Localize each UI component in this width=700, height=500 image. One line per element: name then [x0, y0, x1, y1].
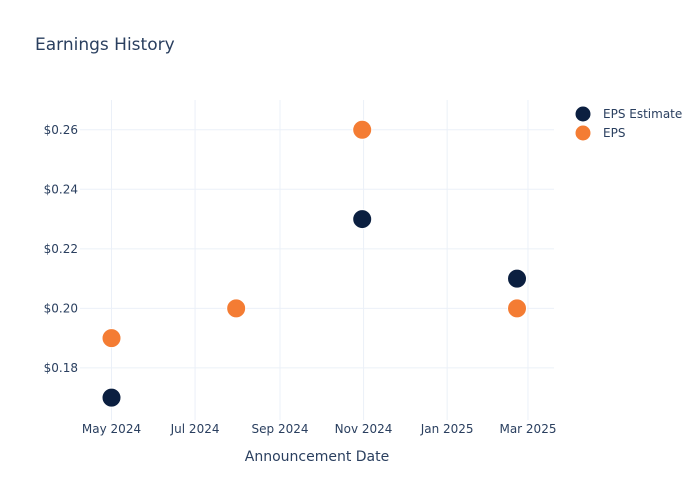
legend-marker	[574, 124, 592, 142]
eps-point[interactable]	[101, 328, 122, 349]
y-tick-label: $0.24	[44, 182, 78, 196]
x-tick-label: Nov 2024	[335, 422, 393, 436]
x-tick-label: Jan 2025	[420, 422, 474, 436]
axis-layer: May 2024 Jul 2024 Sep 2024 Nov 2024 Jan 2025…	[44, 123, 557, 436]
eps-estimate-point[interactable]	[352, 209, 373, 230]
eps-estimate-point[interactable]	[507, 268, 528, 289]
x-tick-label: Jul 2024	[170, 422, 220, 436]
x-tick-label: Mar 2025	[499, 422, 556, 436]
x-tick-label: May 2024	[82, 422, 141, 436]
y-tick-label: $0.26	[44, 123, 78, 137]
eps-point[interactable]	[226, 298, 247, 319]
x-axis-title: Announcement Date	[245, 449, 389, 465]
eps-point[interactable]	[352, 119, 373, 140]
y-tick-label: $0.20	[44, 301, 78, 315]
legend-item[interactable]: EPS Estimate	[574, 105, 682, 123]
points-layer	[101, 119, 528, 408]
legend[interactable]: EPS Estimate EPS	[574, 105, 682, 142]
y-tick-label: $0.22	[44, 242, 78, 256]
legend-marker	[574, 105, 592, 123]
grid-layer	[80, 100, 554, 420]
legend-item[interactable]: EPS	[574, 124, 625, 142]
x-tick-label: Sep 2024	[252, 422, 309, 436]
legend-label: EPS Estimate	[603, 107, 682, 121]
chart-title: Earnings History	[35, 35, 175, 55]
eps-point[interactable]	[507, 298, 528, 319]
legend-label: EPS	[603, 126, 625, 140]
eps-estimate-point[interactable]	[101, 387, 122, 408]
y-tick-label: $0.18	[44, 361, 78, 375]
